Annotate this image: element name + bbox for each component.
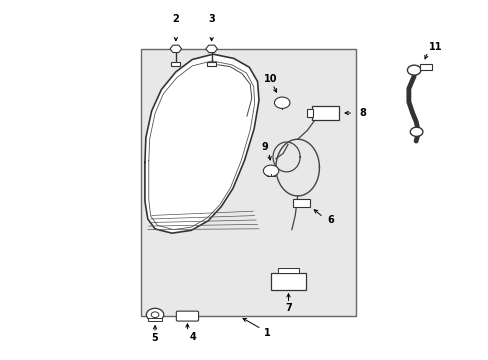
Bar bbox=[140, 49, 355, 316]
Text: 3: 3 bbox=[208, 14, 215, 24]
Circle shape bbox=[409, 127, 422, 136]
Text: 1: 1 bbox=[264, 328, 270, 338]
Bar bbox=[278, 267, 298, 273]
Bar bbox=[207, 62, 216, 66]
Text: 6: 6 bbox=[326, 215, 333, 225]
Circle shape bbox=[274, 97, 289, 108]
Circle shape bbox=[263, 165, 278, 176]
Circle shape bbox=[146, 308, 163, 321]
Circle shape bbox=[151, 312, 159, 318]
Text: 10: 10 bbox=[264, 74, 277, 84]
Bar bbox=[148, 318, 162, 321]
Bar bbox=[419, 64, 431, 70]
Polygon shape bbox=[144, 54, 259, 233]
Polygon shape bbox=[170, 45, 181, 53]
Text: 7: 7 bbox=[285, 303, 291, 313]
Text: 2: 2 bbox=[172, 14, 179, 24]
Text: 5: 5 bbox=[151, 333, 158, 343]
Bar bbox=[270, 273, 305, 290]
Text: 11: 11 bbox=[428, 42, 441, 52]
Circle shape bbox=[407, 65, 420, 75]
Bar bbox=[307, 109, 312, 117]
Text: 4: 4 bbox=[189, 332, 196, 342]
Text: 8: 8 bbox=[359, 108, 366, 118]
Bar bbox=[311, 105, 338, 121]
FancyBboxPatch shape bbox=[176, 311, 198, 321]
Bar bbox=[292, 199, 309, 207]
Text: 9: 9 bbox=[262, 142, 268, 152]
Bar bbox=[171, 62, 180, 66]
Polygon shape bbox=[205, 45, 217, 53]
